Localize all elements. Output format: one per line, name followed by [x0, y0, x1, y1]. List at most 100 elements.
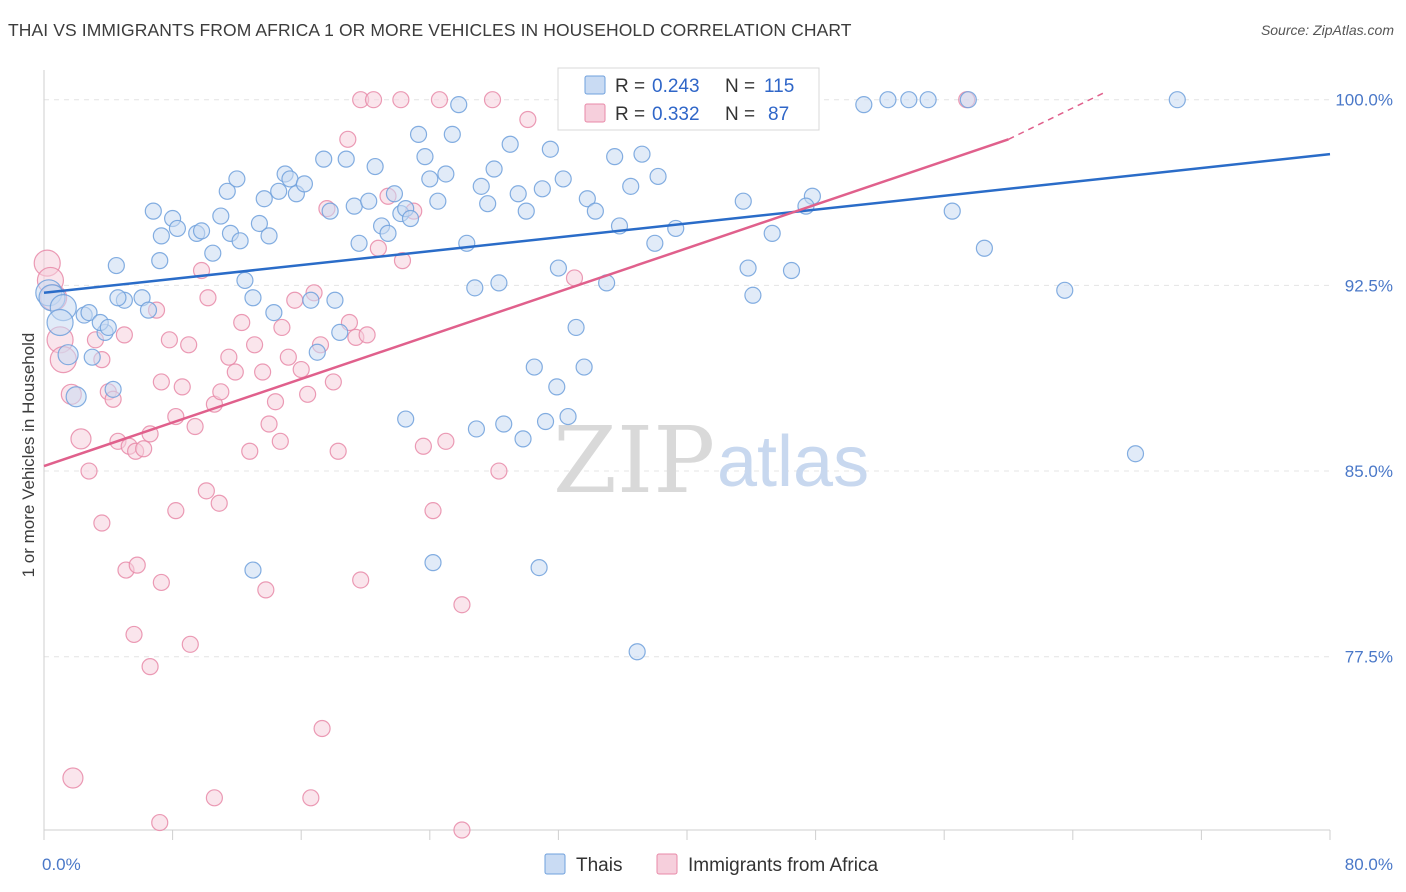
y-tick-label: 77.5%	[1345, 648, 1393, 667]
trend-lines	[43, 91, 1331, 468]
thais-point	[308, 343, 326, 361]
africa-point	[483, 91, 502, 109]
africa-point	[70, 428, 92, 450]
thais-point	[244, 561, 262, 579]
thais-point	[450, 96, 468, 114]
thais-point	[397, 410, 415, 428]
africa-point	[93, 514, 111, 532]
africa-point	[80, 462, 98, 480]
africa-point	[437, 432, 455, 450]
thais-point	[65, 386, 87, 408]
thais-point	[421, 170, 439, 188]
thais-point	[228, 170, 246, 188]
thais-point	[622, 177, 640, 195]
africa-point	[226, 363, 244, 381]
africa-point	[128, 556, 146, 574]
y-tick-label: 100.0%	[1335, 91, 1393, 110]
africa-point	[186, 417, 204, 436]
africa-point	[329, 442, 347, 460]
thais-point	[1056, 281, 1074, 299]
thais-point	[649, 167, 667, 186]
africa-point	[257, 581, 275, 599]
thais-point	[379, 224, 397, 242]
thais-point	[586, 202, 604, 220]
thais-point	[218, 182, 236, 200]
africa-point	[135, 440, 153, 458]
africa-point	[324, 373, 342, 391]
bottom-legend-label-africa: Immigrants from Africa	[688, 855, 878, 876]
thais-point	[151, 252, 169, 270]
africa-point	[210, 494, 228, 512]
thais-point	[514, 430, 532, 448]
africa-point	[393, 252, 412, 270]
x-tick-label-max: 80.0%	[1345, 855, 1393, 874]
thais-point	[109, 289, 127, 307]
thais-point	[501, 135, 519, 153]
thais-point	[99, 318, 117, 337]
thais-point	[467, 420, 486, 438]
thais-point	[192, 222, 211, 240]
thais-point	[855, 96, 873, 114]
thais-point	[739, 259, 757, 277]
watermark-zip: ZIP	[553, 407, 715, 514]
thais-point	[559, 407, 577, 426]
legend-n-value-africa: 87	[768, 104, 789, 125]
thais-point	[83, 348, 101, 366]
thais-trend-line	[43, 152, 1331, 295]
africa-point	[430, 91, 449, 109]
thais-point	[331, 323, 349, 342]
thais-point	[416, 148, 434, 166]
thais-point	[466, 279, 484, 297]
legend-swatch-africa	[584, 103, 606, 123]
legend-r-value-thais: 0.243	[652, 76, 700, 97]
thais-point	[360, 192, 378, 210]
thais-point	[315, 150, 333, 168]
thais-point	[144, 202, 162, 220]
x-ticks	[43, 830, 1331, 840]
thais-point	[900, 91, 918, 109]
africa-point	[241, 442, 259, 460]
thais-point	[479, 195, 497, 213]
y-axis-label: 1 or more Vehicles in Household	[19, 333, 38, 578]
thais-point	[628, 643, 646, 661]
africa-point	[339, 130, 357, 148]
thais-point	[548, 378, 566, 396]
thais-point	[244, 289, 262, 307]
thais-point	[409, 125, 428, 143]
thais-point	[509, 185, 527, 203]
africa-point	[62, 767, 84, 789]
thais-point	[337, 150, 355, 168]
thais-point	[281, 170, 299, 188]
africa-point	[453, 821, 471, 839]
africa-point	[273, 318, 291, 337]
thais-point	[943, 202, 961, 220]
thais-point	[212, 207, 230, 225]
thais-point	[959, 91, 977, 109]
africa-point	[181, 635, 199, 653]
thais-point	[472, 177, 490, 195]
africa-point	[299, 385, 317, 403]
thais-point	[763, 224, 781, 242]
legend-n-label-africa: N =	[725, 104, 755, 125]
africa-point	[152, 373, 170, 391]
thais-point	[345, 197, 363, 215]
africa-point	[220, 348, 238, 366]
series-thais-points	[35, 91, 1186, 661]
thais-point	[104, 380, 122, 398]
thais-point	[401, 209, 420, 228]
africa-point	[271, 432, 289, 450]
thais-point	[975, 239, 993, 257]
stats-legend: R = 0.243 N = 115 R = 0.332 N = 87	[557, 67, 820, 131]
thais-point	[517, 202, 535, 220]
thais-point	[646, 234, 664, 252]
thais-point	[437, 165, 455, 183]
africa-point	[392, 91, 410, 109]
africa-point	[173, 378, 191, 396]
africa-point	[453, 596, 471, 614]
thais-point	[485, 160, 503, 178]
thais-point	[536, 412, 555, 431]
thais-point	[633, 145, 651, 163]
thais-point	[168, 219, 187, 238]
source-label: Source: ZipAtlas.com	[1260, 22, 1394, 38]
thais-point	[107, 256, 125, 275]
